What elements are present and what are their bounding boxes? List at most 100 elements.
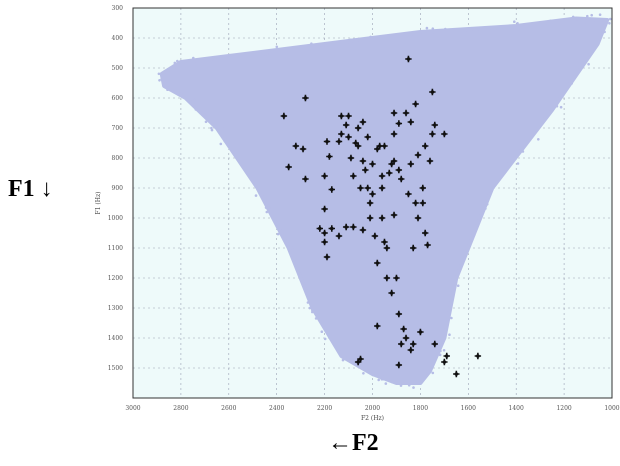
data-point-dot [282,114,286,118]
y-tick-label: 1100 [108,245,123,252]
data-point-dot [420,186,425,190]
cloud-dot [361,365,364,369]
cloud-dot [160,77,163,81]
cloud-dot [204,120,208,124]
data-point-dot [368,201,372,205]
f1-direction-label: F1 ↓ [8,176,53,202]
x-tick-label: 1800 [413,405,428,412]
data-point-dot [318,226,322,231]
data-point-dot [392,132,396,136]
cloud-dot [546,24,550,28]
data-point-dot [356,144,360,148]
data-point-dot [454,372,459,376]
data-point-dot [444,354,449,358]
cloud-dot [571,21,575,25]
data-point-dot [370,192,375,196]
y-tick-label: 1200 [108,275,123,282]
data-point-dot [370,162,375,166]
data-point-dot [399,342,404,346]
x-tick-label: 2800 [173,405,188,412]
cloud-dot [425,26,429,30]
cloud-dot [165,86,169,89]
cloud-dot [597,20,601,23]
data-point-dot [409,120,413,124]
cloud-dot [254,194,258,197]
cloud-dot [270,206,274,209]
data-point-dot [411,342,416,346]
cloud-dot [194,108,198,111]
y-tick-label: 500 [112,65,124,72]
cloud-dot [362,372,365,375]
data-point-dot [375,324,380,328]
cloud-dot [450,274,454,278]
cloud-dot [559,105,563,109]
cloud-dot [521,150,525,153]
cloud-dot [609,17,612,21]
cloud-dot [266,53,270,57]
vowel-token-cloud [159,16,610,385]
data-point-dot [428,159,432,163]
cloud-dot [157,72,161,76]
cloud-dot [223,139,227,143]
cloud-dot [407,383,411,387]
x-tick-label: 2400 [269,405,284,412]
cloud-dot [288,250,292,253]
cloud-dot [422,369,426,373]
data-point-dot [301,147,305,151]
cloud-dot [590,13,593,17]
tick-labels: 3000 2800 2600 2400 2200 2000 1800 1600 1400 1200… [108,5,620,412]
cloud-dot [290,246,294,250]
cloud-dot [537,138,540,141]
cloud-dot [506,162,510,165]
data-point-dot [389,162,394,166]
data-point-dot [361,228,365,232]
data-point-dot [375,261,380,265]
data-point-dot [329,226,334,231]
cloud-dot [472,233,476,237]
data-point-dot [385,246,389,250]
data-point-dot [358,186,363,190]
data-point-dot [430,132,435,136]
data-point-dot [286,165,291,169]
cloud-dot [485,202,489,206]
cloud-dot [262,54,265,58]
cloud-dot [230,54,234,58]
cloud-dot [424,372,428,375]
cloud-dot [450,316,453,320]
data-point-dot [406,192,411,196]
data-point-dot [344,225,348,229]
cloud-dot [540,120,543,124]
data-point-dot [380,174,384,178]
x-tick-label: 1400 [509,405,524,412]
cloud-dot [575,68,579,71]
cloud-dot [369,35,372,39]
data-point-dot [423,144,427,148]
data-point-dot [322,240,327,244]
cloud-dot [608,22,611,25]
data-point-dot [351,174,356,178]
data-point-dot [409,348,413,352]
cloud-dot [239,155,242,159]
cloud-dot [320,330,324,334]
cloud-dot [471,228,475,232]
cloud-dot [555,104,559,108]
data-point-dot [351,225,356,229]
y-tick-label: 800 [112,155,124,162]
data-point-dot [337,234,341,238]
y-tick-label: 1500 [108,365,123,372]
data-point-dot [397,363,401,367]
data-point-dot [430,90,435,94]
x-tick-label: 1600 [461,405,476,412]
cloud-dot [407,33,410,37]
data-point-dot [404,111,408,115]
cloud-dot [175,92,179,95]
cloud-dot [384,382,388,385]
data-point-dot [380,186,384,190]
data-point-dot [344,123,348,127]
y-tick-label: 1300 [108,305,123,312]
data-point-dot [382,144,387,148]
cloud-dot [211,61,214,64]
data-point-dot [325,139,329,144]
y-tick-label: 900 [112,185,124,192]
data-point-dot [382,240,387,244]
